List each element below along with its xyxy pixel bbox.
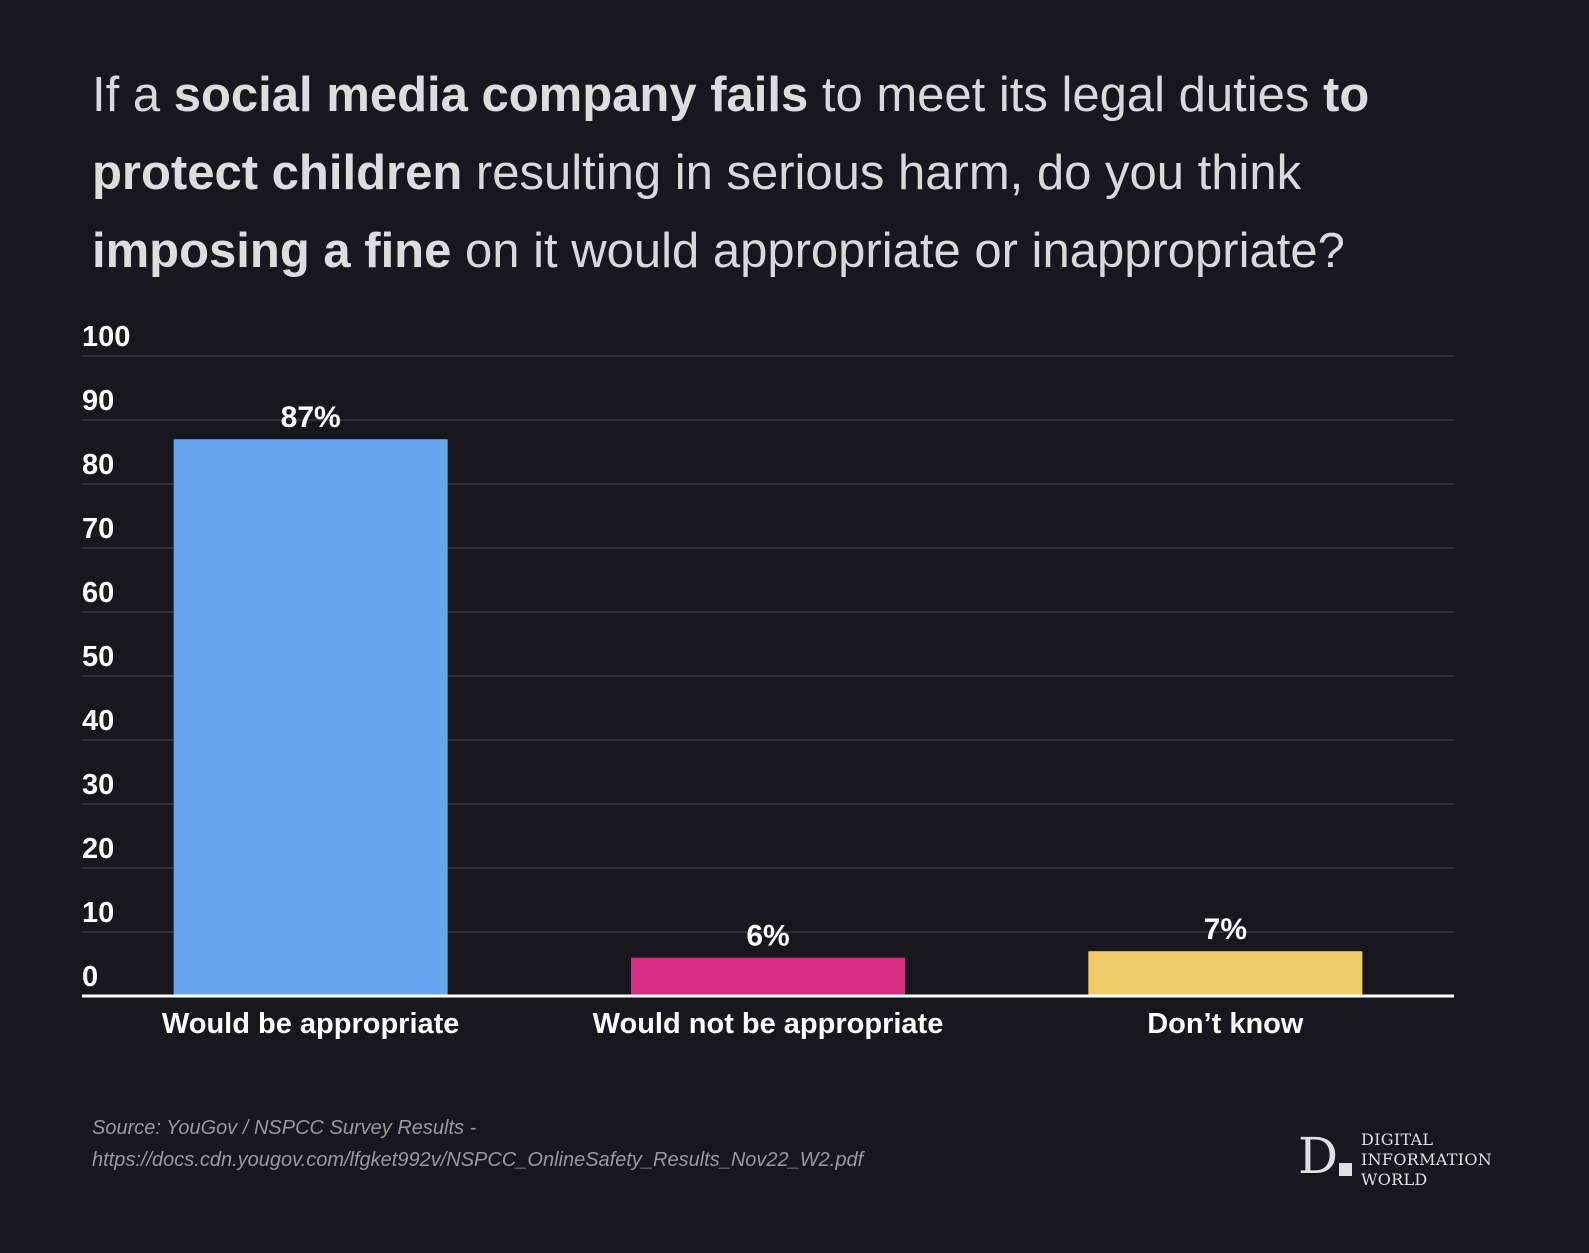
logo-square-icon: [1339, 1163, 1352, 1176]
title-part-4: resulting in serious harm, do you think: [462, 146, 1302, 200]
chart-title: If a social media company fails to meet …: [92, 56, 1512, 290]
y-tick-label: 0: [82, 961, 98, 993]
x-tick-label: Don’t know: [1147, 1008, 1304, 1040]
title-part-5: imposing a fine: [92, 224, 452, 278]
title-part-0: If a: [92, 68, 174, 122]
title-part-6: on it would appropriate or inappropriate…: [451, 224, 1345, 278]
title-part-1: social media company fails: [173, 68, 809, 122]
y-tick-label: 60: [82, 577, 114, 609]
y-tick-label: 20: [82, 833, 114, 865]
source-note: Source: YouGov / NSPCC Survey Results - …: [92, 1112, 863, 1176]
y-tick-label: 50: [82, 641, 114, 673]
y-tick-label: 90: [82, 385, 114, 417]
x-tick-label: Would not be appropriate: [593, 1008, 944, 1040]
y-tick-label: 100: [82, 321, 130, 353]
title-part-2: to meet its legal duties: [808, 68, 1324, 122]
y-tick-label: 40: [82, 705, 114, 737]
logo-line-3: WORLD: [1361, 1170, 1428, 1189]
bar: [631, 957, 905, 996]
y-tick-label: 30: [82, 769, 114, 801]
logo-line-1: DIGITAL: [1361, 1130, 1434, 1149]
source-url: https://docs.cdn.yougov.com/lfgket992v/N…: [92, 1149, 864, 1171]
bar: [173, 439, 448, 996]
title-part-3: to protect children: [92, 68, 1370, 200]
y-tick-label: 10: [82, 897, 114, 929]
data-label: 87%: [281, 401, 341, 434]
logo-letter: D: [1298, 1127, 1339, 1185]
digital-information-world-logo: D DIGITAL INFORMATION WORLD: [1298, 1128, 1498, 1198]
logo-line-2: INFORMATION: [1361, 1150, 1493, 1169]
bar: [1088, 951, 1363, 996]
y-tick-label: 80: [82, 449, 114, 481]
source-line-1: Source: YouGov / NSPCC Survey Results -: [92, 1117, 477, 1139]
y-tick-label: 70: [82, 513, 114, 545]
x-tick-label: Would be appropriate: [162, 1008, 460, 1040]
data-label: 6%: [746, 920, 789, 953]
logo-wordmark: DIGITAL INFORMATION WORLD: [1361, 1130, 1492, 1190]
data-label: 7%: [1204, 913, 1247, 946]
